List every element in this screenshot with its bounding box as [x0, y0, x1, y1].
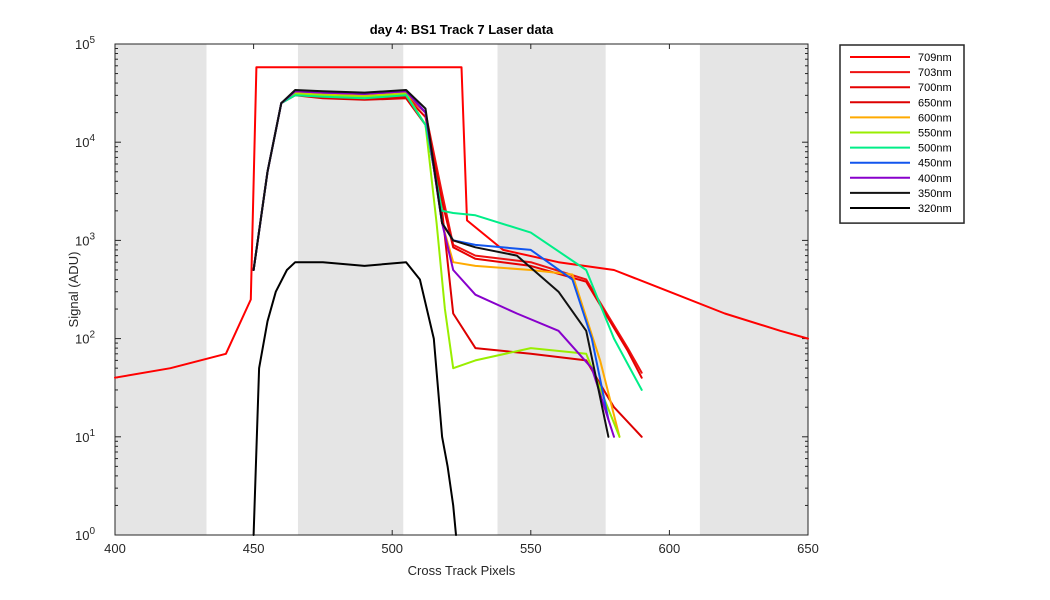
shaded-bands	[115, 44, 808, 535]
y-tick-exponent: 2	[89, 330, 95, 341]
legend-label: 700nm	[918, 82, 952, 94]
y-tick-base: 10	[75, 430, 89, 445]
y-tick-label: 102	[75, 330, 95, 347]
x-axis-label: Cross Track Pixels	[408, 563, 516, 578]
y-tick-exponent: 3	[89, 231, 95, 242]
y-tick-exponent: 5	[89, 35, 95, 46]
series-line-500nm	[252, 94, 643, 391]
legend-label: 350nm	[918, 188, 952, 200]
y-axis-label: Signal (ADU)	[66, 252, 81, 328]
legend-label: 320nm	[918, 203, 952, 215]
x-tick-label: 450	[243, 541, 265, 556]
y-tick-base: 10	[75, 332, 89, 347]
legend: 709nm 703nm 700nm 650nm 600nm 550nm 500nm 450nm…	[839, 44, 965, 224]
y-tick-label: 100	[75, 526, 95, 543]
y-tick-exponent: 1	[89, 428, 95, 439]
shaded-band	[297, 44, 404, 535]
x-tick-label: 600	[659, 541, 681, 556]
legend-label: 600nm	[918, 112, 952, 124]
series-line-320nm	[252, 261, 457, 536]
y-tick-label: 103	[75, 231, 95, 248]
legend-label: 400nm	[918, 173, 952, 185]
shaded-band	[699, 44, 808, 535]
legend-label: 550nm	[918, 128, 952, 140]
y-tick-exponent: 4	[89, 133, 95, 144]
series-line-350nm	[252, 89, 610, 438]
legend-label: 703nm	[918, 67, 952, 79]
legend-label: 709nm	[918, 52, 952, 64]
y-tick-label: 105	[75, 35, 95, 52]
y-tick-label: 104	[75, 133, 95, 150]
y-tick-label: 101	[75, 428, 95, 445]
chart-title: day 4: BS1 Track 7 Laser data	[370, 22, 554, 37]
y-tick-base: 10	[75, 135, 89, 150]
shaded-band	[115, 44, 207, 535]
x-tick-label: 500	[381, 541, 403, 556]
y-tick-base: 10	[75, 528, 89, 543]
plot-frame	[114, 43, 809, 536]
x-tick-label: 400	[104, 541, 126, 556]
shaded-band	[497, 44, 606, 535]
legend-label: 650nm	[918, 97, 952, 109]
series-line-709nm	[114, 66, 809, 379]
series-lines	[114, 66, 809, 536]
y-tick-base: 10	[75, 37, 89, 52]
y-tick-exponent: 0	[89, 526, 95, 537]
x-tick-label: 550	[520, 541, 542, 556]
y-tick-base: 10	[75, 233, 89, 248]
legend-label: 450nm	[918, 158, 952, 170]
legend-label: 500nm	[918, 143, 952, 155]
x-axis: 400 450 500 550 600 650	[104, 44, 819, 556]
x-tick-label: 650	[797, 541, 819, 556]
